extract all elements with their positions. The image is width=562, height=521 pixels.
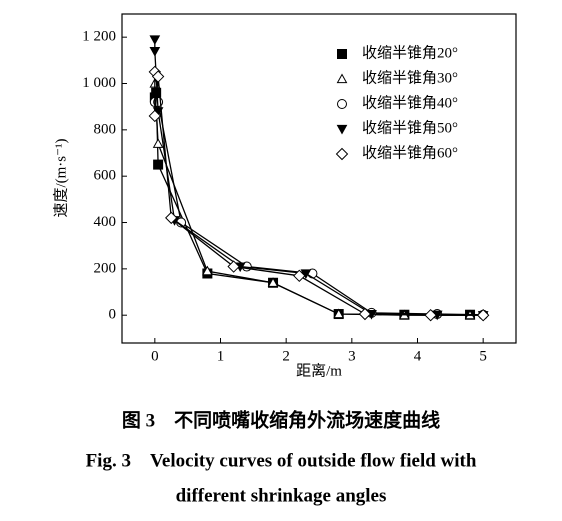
marker bbox=[267, 277, 279, 287]
marker bbox=[165, 211, 178, 225]
marker bbox=[333, 308, 345, 319]
x-tick-label: 4 bbox=[414, 348, 422, 364]
marker bbox=[202, 265, 213, 276]
marker bbox=[153, 159, 164, 170]
x-tick-label: 5 bbox=[479, 348, 487, 364]
x-axis-label: 距离/m bbox=[296, 362, 342, 379]
legend-marker bbox=[337, 49, 347, 59]
y-tick-label: 400 bbox=[94, 214, 117, 230]
legend-label: 收缩半锥角60° bbox=[362, 144, 458, 161]
legend-label: 收缩半锥角40° bbox=[362, 94, 458, 111]
y-tick-label: 0 bbox=[109, 307, 117, 323]
marker bbox=[293, 269, 306, 283]
marker bbox=[227, 260, 240, 273]
x-tick-label: 3 bbox=[348, 348, 356, 364]
marker bbox=[149, 35, 161, 46]
legend-marker bbox=[337, 99, 347, 109]
series-line bbox=[154, 83, 471, 316]
marker bbox=[151, 70, 165, 83]
y-tick-label: 600 bbox=[94, 168, 117, 184]
marker bbox=[424, 308, 437, 322]
legend-label: 收缩半锥角20° bbox=[362, 44, 458, 61]
legend-marker bbox=[336, 124, 348, 135]
y-tick-label: 1 200 bbox=[82, 29, 116, 45]
caption-zh: 图 3 不同喷嘴收缩角外流场速度曲线 bbox=[122, 408, 440, 431]
marker bbox=[148, 109, 162, 123]
legend-marker bbox=[336, 73, 348, 84]
legend-marker bbox=[335, 147, 349, 161]
caption-en: Fig. 3 Velocity curves of outside flow f… bbox=[86, 450, 477, 471]
x-tick-label: 0 bbox=[151, 348, 159, 364]
legend-label: 收缩半锥角30° bbox=[362, 69, 458, 86]
y-axis-label: 速度/(m·s⁻¹) bbox=[52, 138, 69, 217]
marker bbox=[152, 138, 164, 148]
y-tick-label: 200 bbox=[94, 260, 117, 276]
x-tick-label: 1 bbox=[217, 348, 225, 364]
marker bbox=[149, 46, 161, 57]
legend-label: 收缩半锥角50° bbox=[362, 119, 458, 136]
caption-en: different shrinkage angles bbox=[176, 485, 387, 506]
marker bbox=[476, 308, 490, 322]
y-tick-label: 1 000 bbox=[82, 75, 116, 91]
x-tick-label: 2 bbox=[282, 348, 290, 364]
y-tick-label: 800 bbox=[94, 121, 117, 137]
plot-frame bbox=[121, 13, 517, 344]
marker bbox=[358, 307, 372, 321]
